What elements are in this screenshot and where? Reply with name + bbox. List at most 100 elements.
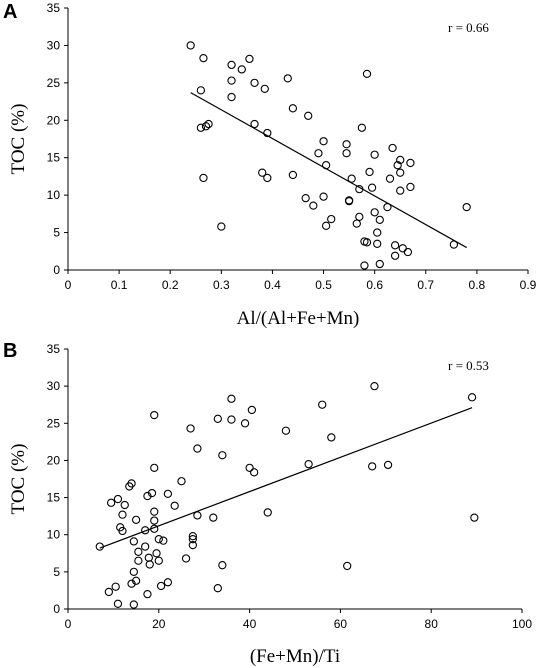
- panel-b-data-point: [104, 587, 114, 597]
- panel-a-x-tick-label: 0: [65, 278, 72, 292]
- panel-a-data-point: [390, 241, 400, 250]
- panel-a-data-point: [186, 41, 195, 50]
- panel-b-data-point: [383, 460, 393, 470]
- panel-b-data-point: [141, 542, 150, 551]
- panel-b-y-tick-label: 10: [47, 528, 61, 542]
- panel-a-data-point: [406, 182, 415, 192]
- panel-b-x-tick-label: 80: [425, 617, 439, 631]
- panel-a-data-point: [396, 168, 405, 177]
- panel-b-data-point: [141, 526, 150, 535]
- panel-a-data-point: [304, 111, 313, 120]
- panel-b-data-point: [281, 426, 291, 435]
- panel-b-data-point: [118, 510, 127, 519]
- panel-a-data-point: [403, 247, 413, 257]
- panel-b-data-point: [170, 501, 179, 510]
- panel-b-data-point: [181, 554, 191, 563]
- panel-b-data-point: [240, 419, 250, 428]
- panel-a-data-point: [245, 54, 254, 64]
- panel-a-data-point: [462, 202, 471, 212]
- panel-a-y-tick-label: 25: [47, 76, 61, 90]
- panel-b-data-point: [118, 526, 127, 536]
- panel-a-data-point: [217, 222, 226, 231]
- panel-b-y-axis-title: TOC (%): [8, 444, 29, 515]
- panel-a-y-tick-label: 20: [47, 113, 61, 127]
- panel-b-data-point: [186, 424, 195, 433]
- panel-b-x-tick-label: 40: [243, 617, 257, 631]
- panel-b-data-point: [144, 553, 153, 562]
- panel-a-data-point: [347, 174, 356, 183]
- panel-a-data-point: [393, 161, 402, 170]
- panel-b-data-point: [156, 581, 166, 591]
- panel-b-correlation-label: r = 0.53: [448, 358, 489, 373]
- panel-b-points: [95, 381, 479, 609]
- panel-b-data-point: [247, 405, 257, 415]
- panel-b-data-point: [209, 513, 218, 522]
- panel-b-y-tick-label: 5: [53, 565, 60, 579]
- panel-a-x-tick-label: 0.2: [162, 278, 179, 292]
- panel-a-label: A: [3, 1, 17, 23]
- panel-a-data-point: [196, 86, 206, 95]
- panel-a-data-point: [352, 219, 361, 228]
- panel-b-data-point: [188, 535, 197, 544]
- panel-b-data-point: [263, 508, 272, 517]
- panel-b-y-tick-label: 35: [47, 342, 61, 356]
- panel-b-x-tick-label: 100: [512, 617, 532, 631]
- panel-a-data-point: [342, 140, 351, 149]
- panel-b-label: B: [3, 340, 17, 362]
- panel-a-data-point: [199, 173, 208, 183]
- panel-b-data-point: [113, 599, 123, 608]
- panel-b-data-point: [163, 489, 173, 499]
- panel-a-data-point: [373, 228, 382, 237]
- panel-a-data-point: [319, 137, 328, 146]
- panel-a-data-point: [319, 192, 328, 201]
- panel-a-data-point: [201, 122, 211, 131]
- panel-b-data-point: [120, 500, 129, 510]
- panel-a-data-point: [301, 193, 310, 203]
- panel-b-data-point: [213, 414, 222, 423]
- panel-a-data-point: [196, 123, 206, 132]
- panel-a-points: [186, 41, 471, 270]
- panel-a-data-point: [227, 92, 236, 102]
- panel-b-x-ticks: 0 20 40 60 80 100: [65, 609, 532, 631]
- panel-a-data-point: [396, 155, 405, 165]
- panel-b-data-point: [163, 578, 173, 587]
- panel-b-trendline: [99, 407, 473, 549]
- panel-a-data-point: [250, 78, 259, 88]
- panel-b-plot-area: 0 20 40 60 80 100 0 5 10 15 20 25 30 35 r = 0.53: [47, 342, 533, 631]
- panel-a-data-point: [370, 150, 379, 159]
- panel-a-data-point: [370, 208, 379, 217]
- panel-a-data-point: [396, 186, 405, 195]
- panel-a-x-axis-title: Al/(Al+Fe+Mn): [237, 308, 360, 329]
- panel-a-x-tick-label: 0.1: [111, 278, 128, 292]
- panel-a-x-tick-label: 0.6: [366, 278, 383, 292]
- panel-b-data-point: [150, 507, 159, 516]
- panel-b-data-point: [152, 549, 161, 558]
- panel-b-data-point: [147, 488, 157, 498]
- panel-a-correlation-label: r = 0.66: [448, 20, 489, 35]
- panel-b-data-point: [470, 513, 479, 522]
- panel-b-data-point: [143, 589, 152, 599]
- panel-a-y-ticks: 0 5 10 15 20 25 30 35: [47, 1, 68, 277]
- panel-b-data-point: [467, 393, 477, 402]
- panel-b-y-tick-label: 30: [47, 379, 61, 393]
- panel-a-x-tick-label: 0.9: [520, 278, 537, 292]
- panel-b-y-tick-label: 0: [53, 602, 60, 616]
- panel-a-y-tick-label: 10: [47, 188, 61, 202]
- panel-b-scatter-plot: B 0 20 40 60 80 100 0 5 10 15 20 25 30 35 r = 0.53 (…: [3, 340, 532, 667]
- panel-b-x-axis-title: (Fe+Mn)/Ti: [250, 646, 340, 667]
- panel-a-y-tick-label: 0: [53, 263, 60, 277]
- panel-b-data-point: [145, 560, 154, 569]
- panel-b-data-point: [188, 532, 197, 541]
- panel-b-data-point: [150, 410, 159, 420]
- panel-a-data-point: [258, 168, 267, 177]
- panel-b-data-point: [213, 584, 222, 593]
- panel-a-data-point: [398, 244, 407, 253]
- panel-a-data-point: [327, 214, 336, 224]
- panel-b-data-point: [127, 479, 136, 488]
- panel-b-data-point: [318, 400, 327, 409]
- panel-a-data-point: [227, 76, 236, 85]
- panel-b-data-point: [188, 540, 197, 550]
- panel-a-data-point: [204, 119, 213, 129]
- panel-b-data-point: [368, 462, 377, 471]
- panel-a-data-point: [375, 259, 384, 269]
